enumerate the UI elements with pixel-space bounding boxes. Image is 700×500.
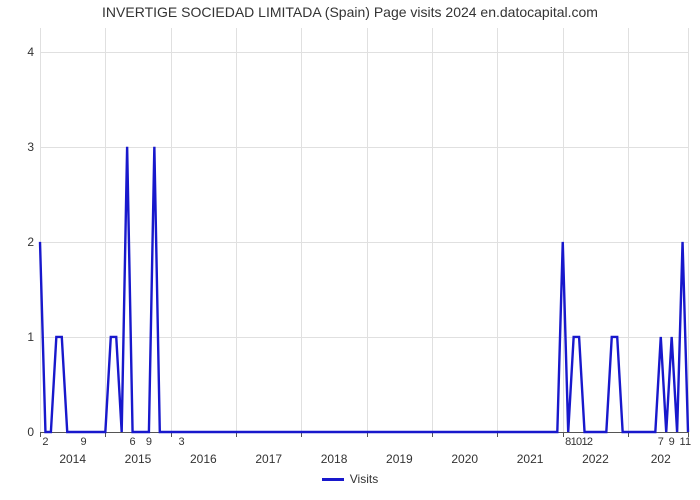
chart-container: INVERTIGE SOCIEDAD LIMITADA (Spain) Page… [0, 0, 700, 500]
line-series [0, 0, 700, 500]
